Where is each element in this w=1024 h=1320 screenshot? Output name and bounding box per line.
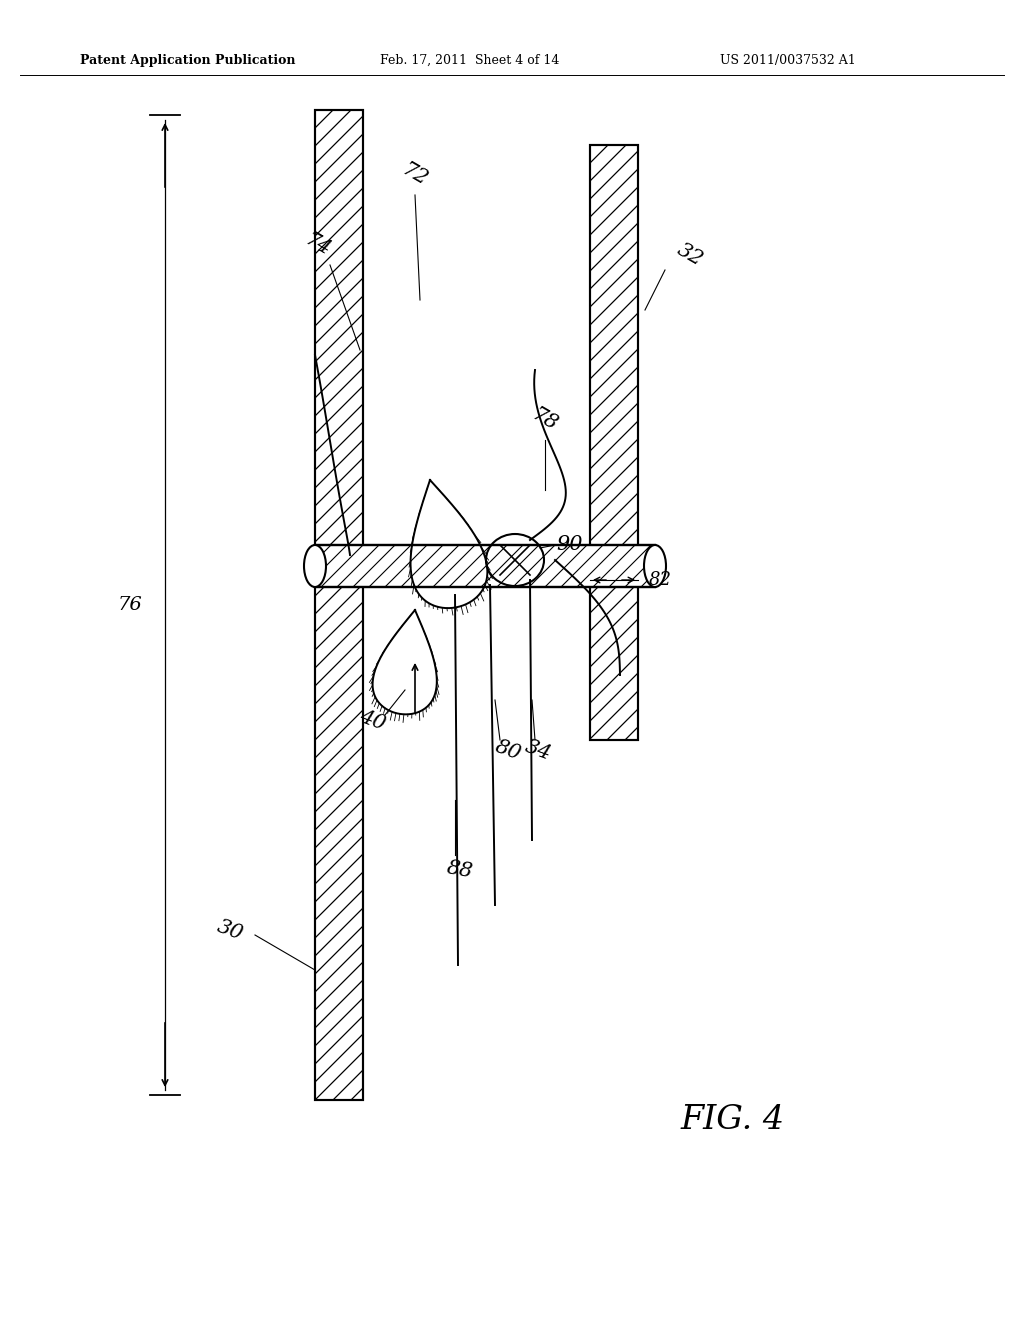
Text: 32: 32: [674, 240, 707, 269]
Bar: [315, 110, 362, 1100]
Bar: [315, 545, 655, 587]
Ellipse shape: [644, 545, 666, 587]
Text: 72: 72: [398, 160, 431, 190]
Text: 82: 82: [648, 572, 672, 589]
Ellipse shape: [304, 545, 326, 587]
Text: Patent Application Publication: Patent Application Publication: [80, 54, 296, 67]
Text: FIG. 4: FIG. 4: [680, 1104, 784, 1137]
Bar: [315, 545, 655, 587]
Text: 88: 88: [445, 858, 475, 882]
Text: 74: 74: [302, 230, 334, 260]
Bar: [315, 110, 362, 1100]
Text: US 2011/0037532 A1: US 2011/0037532 A1: [720, 54, 856, 67]
Text: 40: 40: [356, 706, 388, 734]
Text: 78: 78: [528, 405, 561, 434]
Bar: [590, 145, 638, 741]
Text: 30: 30: [214, 916, 246, 944]
Bar: [315, 110, 362, 1100]
Text: 80: 80: [493, 737, 523, 763]
Text: 34: 34: [522, 737, 554, 763]
Bar: [590, 145, 638, 741]
Text: Feb. 17, 2011  Sheet 4 of 14: Feb. 17, 2011 Sheet 4 of 14: [380, 54, 559, 67]
Bar: [315, 545, 655, 587]
Bar: [590, 145, 638, 741]
Text: 76: 76: [118, 597, 142, 614]
Text: 90: 90: [557, 536, 584, 554]
